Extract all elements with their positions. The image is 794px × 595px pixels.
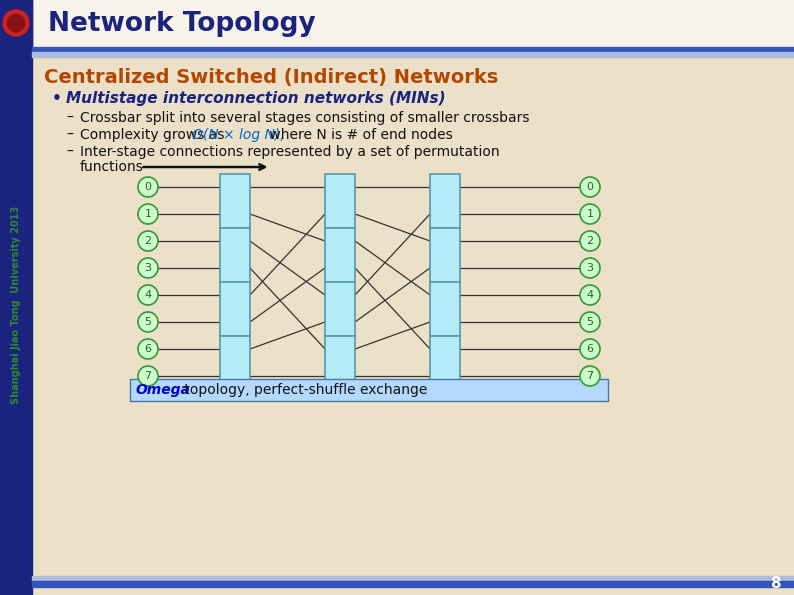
Bar — [220, 281, 250, 336]
Circle shape — [580, 204, 600, 224]
Circle shape — [580, 177, 600, 197]
Circle shape — [138, 285, 158, 305]
Text: Crossbar split into several stages consisting of smaller crossbars: Crossbar split into several stages consi… — [80, 111, 530, 125]
Bar — [325, 281, 355, 336]
Text: 7: 7 — [145, 371, 152, 381]
Bar — [0, 0, 32, 595]
Circle shape — [580, 312, 600, 332]
Bar — [32, 47, 794, 52]
Bar — [325, 174, 355, 227]
Circle shape — [580, 285, 600, 305]
Circle shape — [3, 10, 29, 36]
Text: –: – — [66, 128, 73, 142]
Circle shape — [580, 339, 600, 359]
Text: 1: 1 — [587, 209, 593, 219]
Circle shape — [138, 339, 158, 359]
Bar — [220, 227, 250, 281]
Bar — [0, 0, 32, 47]
Text: 4: 4 — [145, 290, 152, 300]
Text: Network Topology: Network Topology — [48, 11, 316, 37]
Bar — [220, 174, 250, 227]
Text: 6: 6 — [587, 344, 593, 354]
Text: 0: 0 — [587, 182, 593, 192]
Text: 3: 3 — [587, 263, 593, 273]
Text: where N is # of end nodes: where N is # of end nodes — [265, 128, 453, 142]
Bar — [325, 227, 355, 281]
Text: 4: 4 — [587, 290, 594, 300]
Bar — [430, 336, 460, 390]
Text: Omega: Omega — [136, 383, 191, 397]
Circle shape — [580, 366, 600, 386]
Text: •: • — [52, 92, 62, 107]
Text: –: – — [66, 145, 73, 159]
Text: 5: 5 — [587, 317, 593, 327]
Text: Complexity grows as: Complexity grows as — [80, 128, 229, 142]
Text: 8: 8 — [769, 577, 781, 591]
Text: Multistage interconnection networks (MINs): Multistage interconnection networks (MIN… — [66, 92, 445, 107]
Text: Shanghai Jiao Tong  University 2013: Shanghai Jiao Tong University 2013 — [11, 206, 21, 404]
Circle shape — [138, 258, 158, 278]
Circle shape — [580, 258, 600, 278]
Circle shape — [138, 312, 158, 332]
Bar — [430, 281, 460, 336]
Bar — [32, 52, 794, 57]
Text: 1: 1 — [145, 209, 152, 219]
Text: 3: 3 — [145, 263, 152, 273]
Text: 6: 6 — [145, 344, 152, 354]
Bar — [130, 379, 608, 401]
Text: topology, perfect-shuffle exchange: topology, perfect-shuffle exchange — [180, 383, 427, 397]
Text: Inter-stage connections represented by a set of permutation: Inter-stage connections represented by a… — [80, 145, 499, 159]
Circle shape — [138, 231, 158, 251]
Text: O(N × log N),: O(N × log N), — [192, 128, 284, 142]
Bar — [430, 174, 460, 227]
Bar — [32, 0, 794, 47]
Bar — [325, 336, 355, 390]
Bar — [32, 581, 794, 587]
Bar — [430, 227, 460, 281]
Circle shape — [138, 366, 158, 386]
Text: 7: 7 — [587, 371, 594, 381]
Circle shape — [138, 204, 158, 224]
Circle shape — [580, 231, 600, 251]
Text: 0: 0 — [145, 182, 152, 192]
Circle shape — [7, 14, 25, 32]
Bar — [32, 576, 794, 581]
Text: 2: 2 — [587, 236, 594, 246]
Circle shape — [138, 177, 158, 197]
Text: functions: functions — [80, 160, 144, 174]
Text: –: – — [66, 111, 73, 125]
Text: Centralized Switched (Indirect) Networks: Centralized Switched (Indirect) Networks — [44, 67, 499, 86]
Text: 5: 5 — [145, 317, 152, 327]
Text: 2: 2 — [145, 236, 152, 246]
Bar — [220, 336, 250, 390]
